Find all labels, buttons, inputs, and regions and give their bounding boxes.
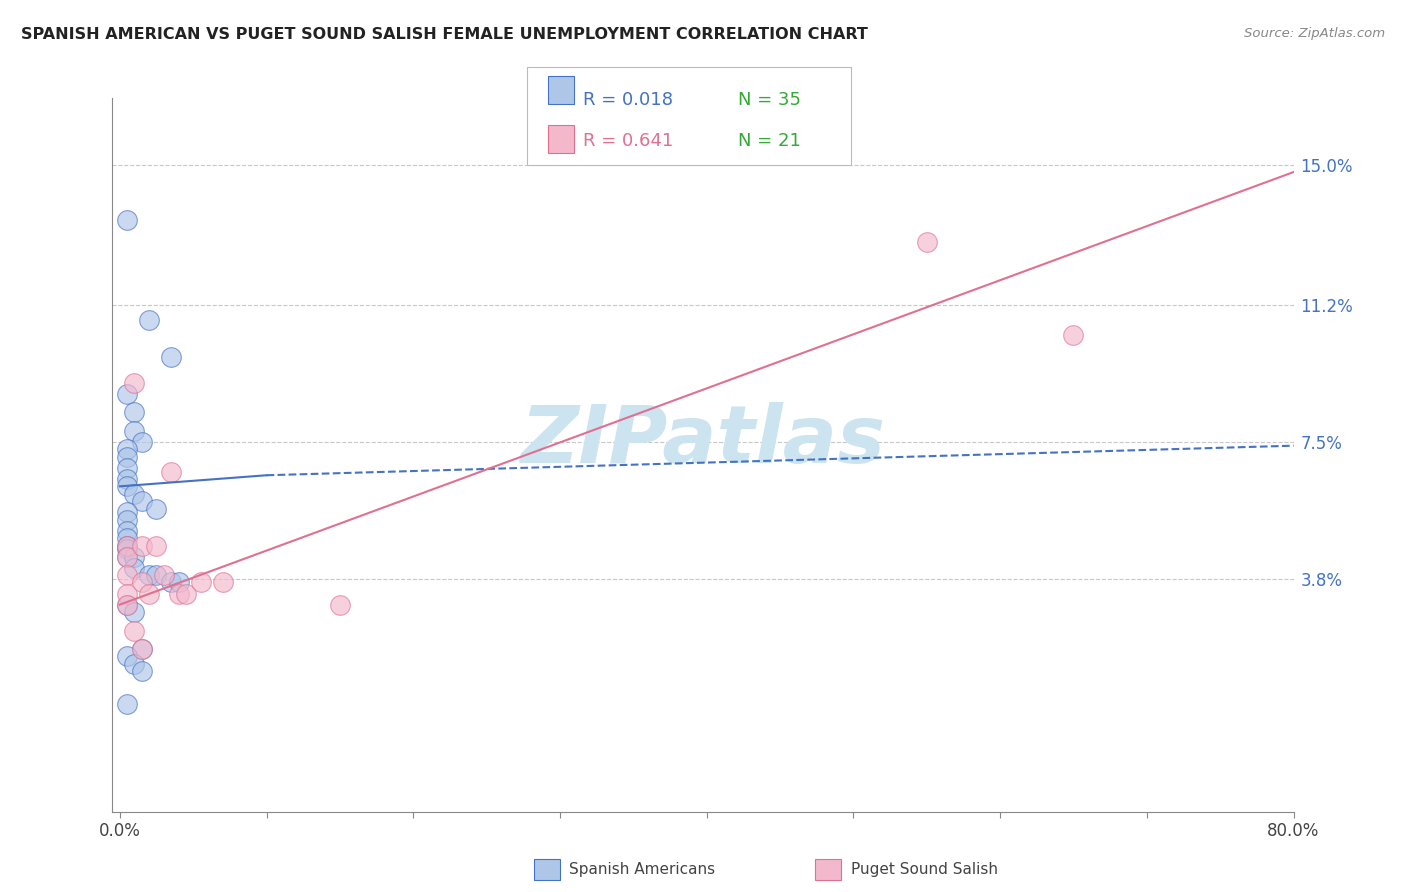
Text: Spanish Americans: Spanish Americans: [569, 863, 716, 877]
Point: [131, 539, 153, 553]
Text: R = 0.641: R = 0.641: [583, 132, 673, 150]
Point: [131, 642, 153, 657]
Point: [124, 605, 146, 619]
Point: [115, 524, 138, 538]
Point: [211, 575, 233, 590]
Point: [115, 539, 138, 553]
Point: [124, 405, 146, 419]
Point: [167, 586, 190, 600]
Point: [160, 575, 183, 590]
Point: [115, 598, 138, 612]
Point: [174, 586, 197, 600]
Point: [115, 549, 138, 564]
Point: [115, 568, 138, 582]
Point: [138, 586, 160, 600]
Point: [145, 539, 167, 553]
Text: Source: ZipAtlas.com: Source: ZipAtlas.com: [1244, 27, 1385, 40]
Point: [124, 549, 146, 564]
Point: [131, 494, 153, 508]
Point: [115, 549, 138, 564]
Point: [115, 531, 138, 545]
Point: [138, 313, 160, 327]
Point: [115, 539, 138, 553]
Point: [131, 642, 153, 657]
Point: [115, 387, 138, 401]
Point: [124, 376, 146, 390]
Text: N = 21: N = 21: [738, 132, 801, 150]
Text: Puget Sound Salish: Puget Sound Salish: [851, 863, 998, 877]
Point: [131, 434, 153, 449]
Text: ZIPatlas: ZIPatlas: [520, 401, 886, 480]
Point: [160, 465, 183, 479]
Point: [138, 568, 160, 582]
Point: [124, 424, 146, 438]
Point: [329, 598, 352, 612]
Point: [115, 542, 138, 557]
Point: [124, 560, 146, 574]
Point: [145, 501, 167, 516]
Point: [160, 350, 183, 364]
Point: [145, 568, 167, 582]
Point: [124, 487, 146, 501]
Point: [115, 513, 138, 527]
Text: SPANISH AMERICAN VS PUGET SOUND SALISH FEMALE UNEMPLOYMENT CORRELATION CHART: SPANISH AMERICAN VS PUGET SOUND SALISH F…: [21, 27, 868, 42]
Point: [190, 575, 212, 590]
Point: [115, 479, 138, 493]
Text: N = 35: N = 35: [738, 91, 801, 109]
Point: [115, 698, 138, 712]
Point: [115, 505, 138, 519]
Point: [115, 598, 138, 612]
Point: [115, 461, 138, 475]
Point: [124, 624, 146, 638]
Point: [115, 649, 138, 664]
Point: [115, 472, 138, 486]
Point: [115, 442, 138, 457]
Point: [167, 575, 190, 590]
Text: R = 0.018: R = 0.018: [583, 91, 673, 109]
Point: [131, 664, 153, 678]
Point: [915, 235, 938, 250]
Point: [131, 575, 153, 590]
Point: [1062, 327, 1084, 342]
Point: [124, 657, 146, 671]
Point: [115, 450, 138, 464]
Point: [115, 586, 138, 600]
Point: [115, 213, 138, 227]
Point: [153, 568, 176, 582]
